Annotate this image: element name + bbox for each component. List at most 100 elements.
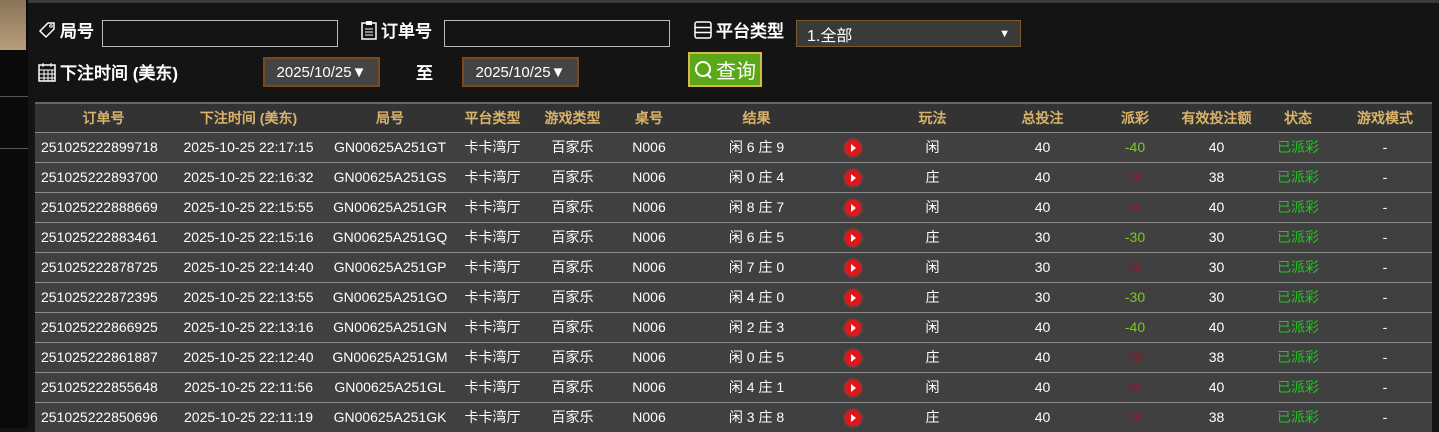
cell: 251025222878725: [35, 251, 172, 282]
cell: -30: [1095, 281, 1175, 312]
cell: -: [1338, 401, 1432, 432]
cell: [830, 161, 875, 192]
cell: -: [1338, 191, 1432, 222]
date-from-select[interactable]: 2025/10/25▼: [263, 57, 380, 87]
play-icon[interactable]: [844, 169, 861, 186]
cell: 2025-10-25 22:13:16: [172, 311, 325, 342]
column-header: 状态: [1258, 102, 1338, 132]
cell: -40: [1095, 131, 1175, 162]
play-icon[interactable]: [844, 349, 861, 366]
cell: 已派彩: [1258, 191, 1338, 222]
cell: 40: [1095, 371, 1175, 402]
cell: 卡卡湾厅: [455, 161, 530, 192]
cell: 庄: [875, 221, 990, 252]
cell: 251025222861887: [35, 341, 172, 372]
cell: 40: [1095, 191, 1175, 222]
cell: 百家乐: [530, 401, 615, 432]
column-header: 下注时间 (美东): [172, 102, 325, 132]
cell: 百家乐: [530, 281, 615, 312]
cell: [830, 131, 875, 162]
cell: [830, 401, 875, 432]
play-icon[interactable]: [844, 139, 861, 156]
cell: 已派彩: [1258, 371, 1338, 402]
cell: GN00625A251GM: [325, 341, 455, 372]
cell: 2025-10-25 22:11:19: [172, 401, 325, 432]
table-row[interactable]: 251025222893700 2025-10-25 22:16:32 GN0062…: [35, 161, 1432, 192]
cell: 卡卡湾厅: [455, 341, 530, 372]
cell: 2025-10-25 22:16:32: [172, 161, 325, 192]
cell: 40: [990, 131, 1095, 162]
column-header: 桌号: [615, 102, 683, 132]
cell: 30: [1175, 221, 1258, 252]
cell: 卡卡湾厅: [455, 251, 530, 282]
play-icon[interactable]: [844, 259, 861, 276]
cell: 卡卡湾厅: [455, 221, 530, 252]
table-row[interactable]: 251025222872395 2025-10-25 22:13:55 GN0062…: [35, 281, 1432, 312]
cell: 百家乐: [530, 191, 615, 222]
cell: 251025222888669: [35, 191, 172, 222]
cell: 40: [990, 191, 1095, 222]
order-label: 订单号: [360, 17, 432, 42]
date-to-select[interactable]: 2025/10/25▼: [462, 57, 579, 87]
table-row[interactable]: 251025222883461 2025-10-25 22:15:16 GN0062…: [35, 221, 1432, 252]
cell: 百家乐: [530, 161, 615, 192]
cell: 卡卡湾厅: [455, 311, 530, 342]
query-button[interactable]: 查询: [688, 52, 762, 87]
table-row[interactable]: 251025222878725 2025-10-25 22:14:40 GN0062…: [35, 251, 1432, 282]
side-tab[interactable]: [0, 0, 26, 50]
play-icon[interactable]: [844, 409, 861, 426]
cell: 40: [990, 341, 1095, 372]
play-icon[interactable]: [844, 199, 861, 216]
cell: 2025-10-25 22:17:15: [172, 131, 325, 162]
cell: -: [1338, 251, 1432, 282]
cell: N006: [615, 341, 683, 372]
cell: 闲 7 庄 0: [683, 251, 830, 282]
cell: 闲: [875, 191, 990, 222]
cell: 百家乐: [530, 131, 615, 162]
cell: 百家乐: [530, 221, 615, 252]
table-row[interactable]: 251025222888669 2025-10-25 22:15:55 GN0062…: [35, 191, 1432, 222]
round-label: 局号: [37, 17, 94, 42]
table-row[interactable]: 251025222899718 2025-10-25 22:17:15 GN0062…: [35, 131, 1432, 162]
calendar-icon: [38, 62, 56, 82]
play-icon[interactable]: [844, 379, 861, 396]
order-input[interactable]: [444, 20, 670, 47]
cell: N006: [615, 311, 683, 342]
cell: 251025222899718: [35, 131, 172, 162]
cell: GN00625A251GN: [325, 311, 455, 342]
cell: 庄: [875, 281, 990, 312]
table-row[interactable]: 251025222855648 2025-10-25 22:11:56 GN0062…: [35, 371, 1432, 402]
play-icon[interactable]: [844, 229, 861, 246]
column-header: 平台类型: [455, 102, 530, 132]
table-row[interactable]: 251025222866925 2025-10-25 22:13:16 GN0062…: [35, 311, 1432, 342]
cell: 闲 6 庄 5: [683, 221, 830, 252]
cell: -: [1338, 371, 1432, 402]
cell: 30: [1175, 251, 1258, 282]
cell: 已派彩: [1258, 341, 1338, 372]
play-icon[interactable]: [844, 319, 861, 336]
play-icon[interactable]: [844, 289, 861, 306]
column-header: 有效投注额: [1175, 102, 1258, 132]
column-header: [830, 102, 875, 132]
cell: 40: [990, 311, 1095, 342]
divider: [28, 0, 1439, 3]
cell: 卡卡湾厅: [455, 191, 530, 222]
cell: 30: [990, 251, 1095, 282]
cell: 40: [1175, 311, 1258, 342]
cell: [830, 311, 875, 342]
side-strip: [0, 0, 28, 428]
cell: 2025-10-25 22:12:40: [172, 341, 325, 372]
cell: 闲: [875, 371, 990, 402]
table-row[interactable]: 251025222850696 2025-10-25 22:11:19 GN0062…: [35, 401, 1432, 432]
cell: 38: [1095, 341, 1175, 372]
cell: 30: [1175, 281, 1258, 312]
cell: [830, 221, 875, 252]
table-row[interactable]: 251025222861887 2025-10-25 22:12:40 GN0062…: [35, 341, 1432, 372]
cell: 卡卡湾厅: [455, 371, 530, 402]
cell: 卡卡湾厅: [455, 281, 530, 312]
platform-select[interactable]: 1.全部 ▼: [796, 20, 1021, 47]
cell: 40: [990, 161, 1095, 192]
cell: GN00625A251GO: [325, 281, 455, 312]
cell: GN00625A251GT: [325, 131, 455, 162]
round-input[interactable]: [102, 20, 338, 47]
